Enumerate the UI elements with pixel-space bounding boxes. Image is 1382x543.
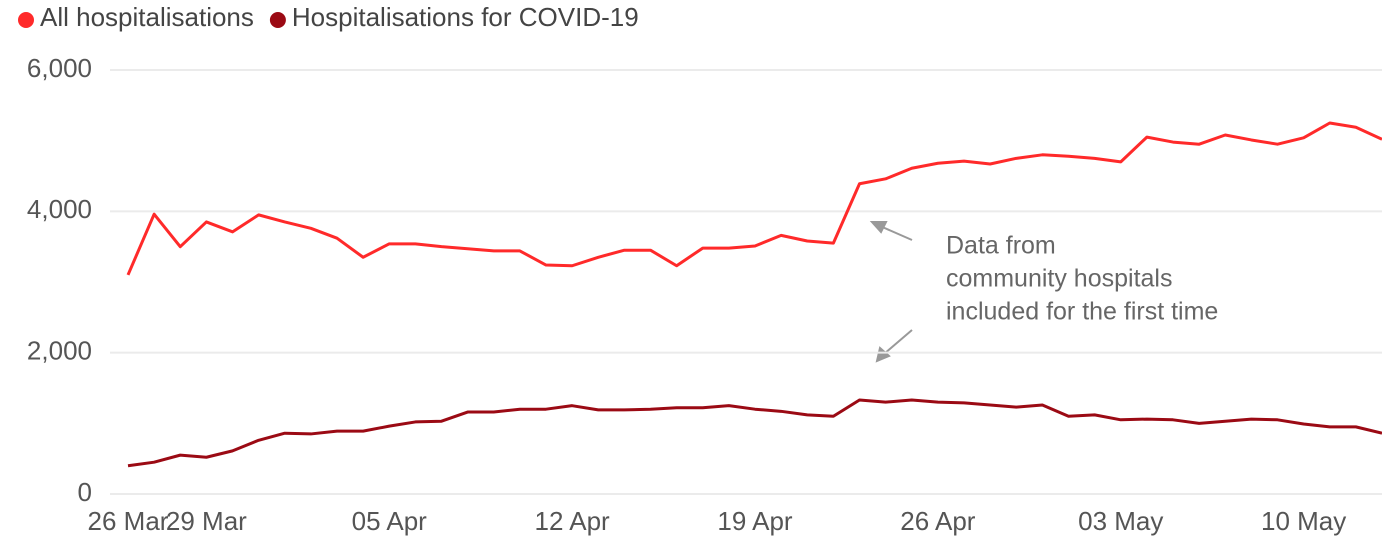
- y-tick-label: 6,000: [27, 53, 92, 83]
- x-tick-label: 12 Apr: [535, 506, 611, 536]
- y-tick-label: 4,000: [27, 194, 92, 224]
- annotation: included for the first time: [946, 298, 1218, 326]
- legend-label: Hospitalisations for COVID-19: [292, 2, 639, 32]
- legend-marker: [18, 12, 34, 28]
- legend-marker: [269, 12, 286, 28]
- x-tick-label: 19 Apr: [717, 506, 793, 536]
- arrow: [883, 329, 913, 355]
- annotation: Data from: [946, 232, 1056, 260]
- arrow-head: [869, 221, 888, 234]
- x-tick-label: 26 Apr: [900, 506, 976, 536]
- x-tick-label: 26 Mar: [88, 506, 169, 536]
- y-tick-label: 2,000: [27, 336, 92, 366]
- x-tick-label: 05 Apr: [352, 506, 428, 536]
- arrow: [879, 225, 913, 241]
- x-tick-label: 29 Mar: [166, 506, 247, 536]
- annotation: community hospitals: [946, 265, 1172, 293]
- legend-label: All hospitalisations: [40, 2, 254, 32]
- y-tick-label: 0: [78, 477, 92, 507]
- series-line: [126, 121, 1382, 276]
- annotation-arrows: [869, 221, 913, 363]
- x-tick-label: 03 May: [1078, 506, 1163, 536]
- series-line: [127, 398, 1382, 468]
- x-tick-label: 10 May: [1261, 506, 1346, 536]
